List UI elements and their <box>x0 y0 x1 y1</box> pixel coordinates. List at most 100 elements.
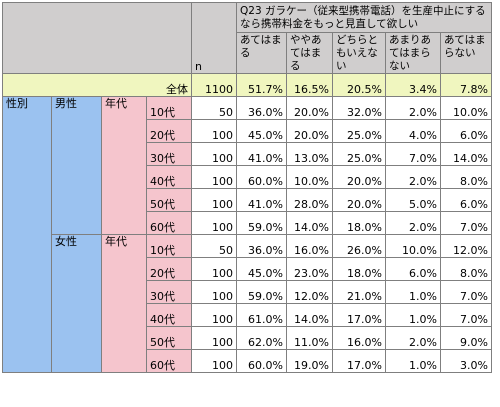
row-value: 2.0% <box>385 165 441 189</box>
row-value: 32.0% <box>332 96 386 120</box>
option-header: あまりあてはまらない <box>385 32 441 74</box>
row-value: 3.0% <box>440 349 492 373</box>
total-value: 20.5% <box>332 73 386 97</box>
option-header: あてはまらない <box>440 32 492 74</box>
age-label: 20代 <box>146 257 192 281</box>
row-n: 100 <box>191 280 237 304</box>
age-label: 40代 <box>146 303 192 327</box>
option-header: あてはまる <box>236 32 287 74</box>
row-n: 100 <box>191 326 237 350</box>
row-value: 2.0% <box>385 96 441 120</box>
row-value: 14.0% <box>286 211 333 235</box>
age-label: 30代 <box>146 280 192 304</box>
row-value: 61.0% <box>236 303 287 327</box>
row-value: 36.0% <box>236 96 287 120</box>
table-row: 30代 100 41.0% 13.0% 25.0% 7.0% 14.0% <box>3 142 492 166</box>
table-row: 50代 100 62.0% 11.0% 16.0% 2.0% 9.0% <box>3 326 492 350</box>
row-value: 18.0% <box>332 257 386 281</box>
row-value: 10.0% <box>286 165 333 189</box>
row-value: 60.0% <box>236 165 287 189</box>
row-value: 45.0% <box>236 119 287 143</box>
row-value: 21.0% <box>332 280 386 304</box>
row-value: 20.0% <box>332 165 386 189</box>
row-value: 41.0% <box>236 142 287 166</box>
table-row: 60代 100 60.0% 19.0% 17.0% 1.0% 3.0% <box>3 349 492 373</box>
row-n: 100 <box>191 188 237 212</box>
total-value: 7.8% <box>440 73 492 97</box>
row-value: 18.0% <box>332 211 386 235</box>
row-value: 60.0% <box>236 349 287 373</box>
age-group-label: 年代 <box>101 234 147 373</box>
row-value: 12.0% <box>440 234 492 258</box>
row-value: 4.0% <box>385 119 441 143</box>
row-value: 28.0% <box>286 188 333 212</box>
row-value: 19.0% <box>286 349 333 373</box>
n-header: n <box>191 2 237 74</box>
row-value: 25.0% <box>332 119 386 143</box>
row-n: 100 <box>191 257 237 281</box>
row-value: 14.0% <box>286 303 333 327</box>
row-value: 1.0% <box>385 303 441 327</box>
row-value: 1.0% <box>385 280 441 304</box>
table-row: 60代 100 59.0% 14.0% 18.0% 2.0% 7.0% <box>3 211 492 235</box>
table-row: 20代 100 45.0% 23.0% 18.0% 6.0% 8.0% <box>3 257 492 281</box>
segment-label: 性別 <box>2 96 52 373</box>
row-value: 16.0% <box>286 234 333 258</box>
row-value: 8.0% <box>440 165 492 189</box>
row-value: 7.0% <box>440 303 492 327</box>
table-row: 性別 男性 年代 10代 50 36.0% 20.0% 32.0% 2.0% 10.0% <box>2 96 492 373</box>
row-value: 8.0% <box>440 257 492 281</box>
row-value: 20.0% <box>286 119 333 143</box>
row-value: 10.0% <box>385 234 441 258</box>
row-value: 13.0% <box>286 142 333 166</box>
total-row: 全体 1100 51.7% 16.5% 20.5% 3.4% 7.8% <box>2 73 492 97</box>
age-group-label: 年代 <box>101 96 147 235</box>
age-label: 60代 <box>146 349 192 373</box>
header-row-options: あてはまる ややあてはまる どちらともいえない あまりあてはまらない あてはまら… <box>3 32 492 74</box>
row-value: 16.0% <box>332 326 386 350</box>
age-label: 50代 <box>146 188 192 212</box>
age-label: 40代 <box>146 165 192 189</box>
row-value: 59.0% <box>236 280 287 304</box>
age-label: 10代 <box>146 96 192 120</box>
row-value: 23.0% <box>286 257 333 281</box>
table-row: 40代 100 61.0% 14.0% 17.0% 1.0% 7.0% <box>3 303 492 327</box>
table-row: 30代 100 59.0% 12.0% 21.0% 1.0% 7.0% <box>3 280 492 304</box>
row-n: 100 <box>191 349 237 373</box>
gender-label: 男性 <box>51 96 102 235</box>
row-value: 1.0% <box>385 349 441 373</box>
row-value: 5.0% <box>385 188 441 212</box>
row-value: 14.0% <box>440 142 492 166</box>
row-value: 26.0% <box>332 234 386 258</box>
age-label: 60代 <box>146 211 192 235</box>
gender-label: 女性 <box>51 234 102 373</box>
question-text: Q23 ガラケー（従来型携帯電話）を生産中止にするなら携帯料金をもっと見直して欲… <box>236 2 492 33</box>
row-value: 45.0% <box>236 257 287 281</box>
table-row: 40代 100 60.0% 10.0% 20.0% 2.0% 8.0% <box>3 165 492 189</box>
row-value: 9.0% <box>440 326 492 350</box>
row-value: 7.0% <box>440 211 492 235</box>
row-n: 50 <box>191 234 237 258</box>
row-value: 17.0% <box>332 349 386 373</box>
total-value: 51.7% <box>236 73 287 97</box>
row-value: 6.0% <box>440 119 492 143</box>
row-value: 6.0% <box>440 188 492 212</box>
row-n: 100 <box>191 119 237 143</box>
age-label: 30代 <box>146 142 192 166</box>
row-value: 7.0% <box>440 280 492 304</box>
row-n: 100 <box>191 303 237 327</box>
total-label: 全体 <box>2 73 192 97</box>
row-n: 100 <box>191 211 237 235</box>
row-value: 12.0% <box>286 280 333 304</box>
table-body: n Q23 ガラケー（従来型携帯電話）を生産中止にするなら携帯料金をもっと見直し… <box>2 2 492 373</box>
row-value: 25.0% <box>332 142 386 166</box>
row-value: 2.0% <box>385 211 441 235</box>
row-value: 62.0% <box>236 326 287 350</box>
table-row: 女性 年代 10代 50 36.0% 16.0% 26.0% 10.0% 12.0% <box>3 234 492 373</box>
age-label: 10代 <box>146 234 192 258</box>
total-n: 1100 <box>191 73 237 97</box>
row-value: 17.0% <box>332 303 386 327</box>
row-value: 20.0% <box>286 96 333 120</box>
row-n: 50 <box>191 96 237 120</box>
option-header: ややあてはまる <box>286 32 333 74</box>
